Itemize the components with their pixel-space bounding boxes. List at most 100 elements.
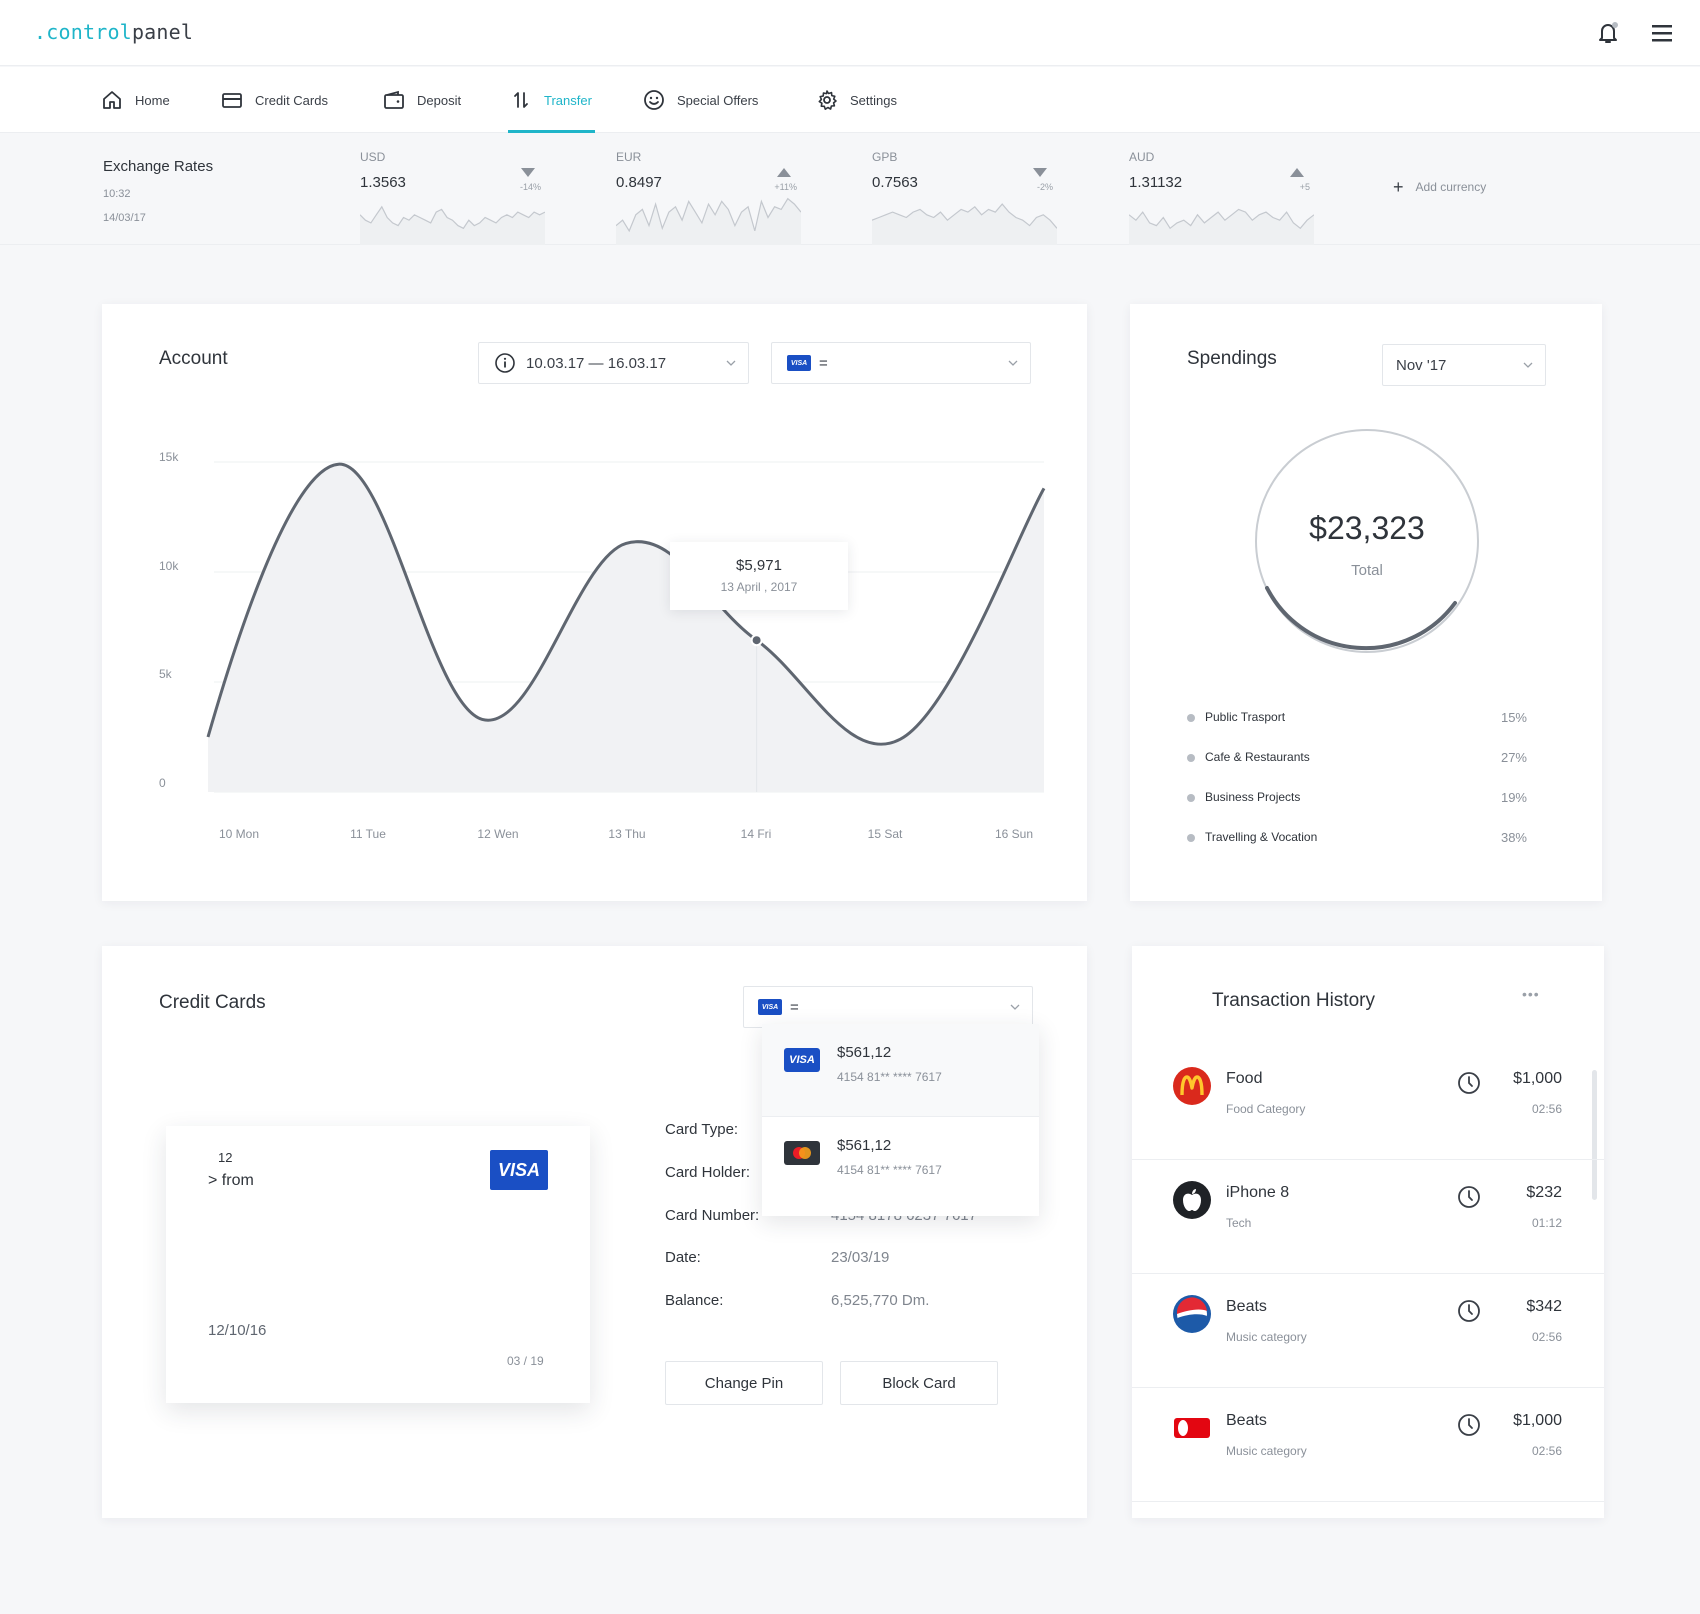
chevron-down-icon (1523, 362, 1533, 368)
home-icon (103, 91, 121, 109)
balance-value: 6,525,770 Dm. (831, 1292, 930, 1309)
transaction-row[interactable]: iPhone 8 Tech $232 01:12 (1132, 1160, 1604, 1274)
card-holder-label: Card Holder: (665, 1164, 751, 1181)
card-date: 12/10/16 (208, 1322, 267, 1339)
clock-icon (1458, 1414, 1480, 1436)
active-tab-indicator (508, 130, 595, 133)
x-tick-label: 15 Sat (868, 827, 903, 841)
nav-home[interactable]: Home (101, 67, 170, 133)
account-title: Account (159, 348, 228, 369)
clock-icon (1458, 1072, 1480, 1094)
mts-logo-icon (1174, 1418, 1210, 1438)
visa-logo-icon: VISA (787, 355, 811, 371)
spending-category: Travelling & Vocation 38% (1187, 828, 1527, 848)
top-bar: .controlpanel (0, 0, 1700, 66)
change-pin-button[interactable]: Change Pin (665, 1361, 823, 1405)
y-tick-label: 15k (159, 450, 179, 464)
credit-cards-title: Credit Cards (159, 992, 266, 1013)
mcdonalds-logo-icon (1173, 1067, 1211, 1105)
nav-deposit[interactable]: Deposit (383, 67, 461, 133)
date-value: 23/03/19 (831, 1249, 890, 1266)
card-type-label: Card Type: (665, 1121, 739, 1138)
bullet-icon (1187, 834, 1195, 842)
currency-usd[interactable]: USD 1.3563 -14% (360, 146, 545, 245)
card-from-label: > from (208, 1172, 254, 1189)
smiley-icon (644, 90, 664, 110)
dropdown-option-mastercard[interactable]: $561,12 4154 81** **** 7617 (762, 1116, 1039, 1208)
chart-highlight-point (750, 634, 763, 647)
y-tick-label: 0 (159, 776, 166, 790)
transaction-row[interactable]: Beats Music category $1,000 02:56 (1132, 1388, 1604, 1502)
dropdown-option-visa[interactable]: VISA $561,12 4154 81** **** 7617 (762, 1024, 1039, 1116)
nav-transfer[interactable]: Transfer (510, 67, 592, 133)
exchange-rates-date: 14/03/17 (103, 212, 146, 224)
notification-bell-icon[interactable] (1595, 20, 1621, 46)
currency-aud[interactable]: AUD 1.31132 +5 (1129, 146, 1314, 245)
transaction-row[interactable]: Beats Music category $342 02:56 (1132, 1274, 1604, 1388)
gpb-sparkline (872, 203, 1057, 245)
gear-icon (818, 90, 837, 110)
currency-eur[interactable]: EUR 0.8497 +11% (616, 146, 801, 245)
bullet-icon (1187, 714, 1195, 722)
scrollbar-thumb[interactable] (1592, 1070, 1597, 1200)
chart-line (206, 462, 1046, 746)
transaction-row[interactable]: Food Food Category $1,000 02:56 (1132, 1046, 1604, 1160)
pepsi-logo-icon (1173, 1295, 1211, 1333)
nav-credit-cards[interactable]: Credit Cards (221, 67, 328, 133)
spendings-total: $23,323 (1309, 510, 1425, 546)
transaction-history-title: Transaction History (1212, 990, 1375, 1011)
card-select-dropdown: VISA $561,12 4154 81** **** 7617 $561,12… (762, 1024, 1039, 1216)
currency-gpb[interactable]: GPB 0.7563 -2% (872, 146, 1057, 245)
trend-up-icon (777, 168, 791, 177)
spending-category: Public Trasport 15% (1187, 708, 1527, 728)
x-tick-label: 12 Wen (477, 827, 518, 841)
chevron-down-icon (726, 360, 736, 366)
spending-category: Business Projects 19% (1187, 788, 1527, 808)
add-currency-button[interactable]: + Add currency (1393, 177, 1487, 197)
card-number-label: Card Number: (665, 1207, 760, 1224)
x-tick-label: 14 Fri (741, 827, 772, 841)
chart-area-fill (208, 464, 1044, 792)
transaction-history-panel: Transaction History ••• (1132, 946, 1604, 1518)
spending-category: Cafe & Restaurants 27% (1187, 748, 1527, 768)
info-icon (495, 353, 515, 373)
spendings-total-label: Total (1351, 562, 1383, 579)
x-tick-label: 10 Mon (219, 827, 259, 841)
credit-card-icon (222, 93, 242, 108)
chevron-down-icon (1008, 360, 1018, 366)
exchange-rates-bar: Exchange Rates 10:32 14/03/17 USD 1.3563… (0, 134, 1700, 245)
account-card-select[interactable]: VISA = (771, 342, 1031, 384)
visa-logo-icon: VISA (758, 999, 782, 1015)
mastercard-logo-icon (784, 1141, 820, 1165)
app-logo[interactable]: .controlpanel (34, 20, 194, 44)
y-tick-label: 10k (159, 559, 179, 573)
card-expiry: 03 / 19 (507, 1354, 544, 1368)
exchange-rates-time: 10:32 (103, 188, 131, 200)
account-panel: Account 10.03.17 — 16.03.17 VISA = 15k 1… (102, 304, 1087, 901)
x-tick-label: 11 Tue (350, 827, 386, 841)
account-chart: 10 Mon 11 Tue 12 Wen 13 Thu 14 Fri 15 Sat 16 S… (206, 461, 1046, 841)
card-top-number: 12 (218, 1150, 233, 1165)
nav-special-offers[interactable]: Special Offers (643, 67, 758, 133)
trend-down-icon (521, 168, 535, 177)
spendings-panel: Spendings Nov '17 (1130, 304, 1602, 901)
more-options-icon[interactable]: ••• (1522, 986, 1540, 1002)
eur-sparkline (616, 197, 801, 245)
spendings-period-select[interactable]: Nov '17 (1382, 344, 1546, 386)
usd-sparkline (360, 205, 545, 245)
credit-card-select[interactable]: VISA = (743, 986, 1033, 1028)
block-card-button[interactable]: Block Card (840, 1361, 998, 1405)
clock-icon (1458, 1186, 1480, 1208)
clock-icon (1458, 1300, 1480, 1322)
menu-icon[interactable] (1650, 22, 1674, 44)
date-range-select[interactable]: 10.03.17 — 16.03.17 (478, 342, 749, 384)
spendings-title: Spendings (1187, 348, 1277, 369)
bullet-icon (1187, 754, 1195, 762)
main-nav: Home Credit Cards Deposit Transfer Speci… (0, 67, 1700, 133)
balance-label: Balance: (665, 1292, 724, 1309)
credit-card-preview[interactable]: 12 > from VISA 12/10/16 03 / 19 (166, 1126, 590, 1403)
exchange-rates-title: Exchange Rates (103, 158, 214, 175)
nav-settings[interactable]: Settings (816, 67, 897, 133)
visa-logo-icon: VISA (784, 1048, 820, 1072)
x-tick-label: 13 Thu (608, 827, 645, 841)
